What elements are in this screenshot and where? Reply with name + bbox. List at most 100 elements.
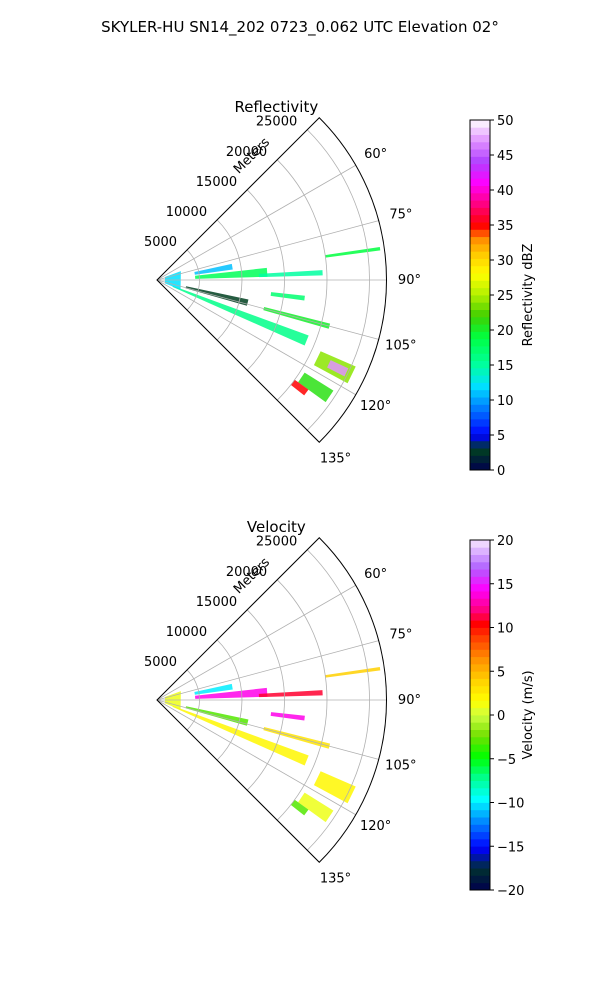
colorbar-swatch <box>470 642 490 650</box>
azimuth-line <box>156 699 379 760</box>
colorbar-swatch <box>470 258 490 267</box>
colorbar-swatch <box>470 860 490 869</box>
colorbar-swatch <box>470 375 490 383</box>
colorbar-swatch <box>470 389 490 398</box>
colorbar-swatch <box>470 882 490 891</box>
colorbar-swatch <box>470 773 490 782</box>
colorbar-tick-label: −15 <box>497 840 524 855</box>
colorbar-swatch <box>470 462 490 471</box>
colorbar-tick-label: 40 <box>497 184 514 199</box>
colorbar-swatch <box>470 214 490 223</box>
azimuth-line <box>156 584 356 701</box>
azimuth-line <box>156 640 379 701</box>
colorbar-swatch <box>470 440 490 449</box>
colorbar-swatch <box>470 295 490 303</box>
echo-cell <box>194 683 233 695</box>
echo-cell <box>172 285 309 346</box>
radial-tick-label: 10000 <box>166 205 207 220</box>
colorbar-swatch <box>470 685 490 694</box>
colorbar-tick-label: 50 <box>497 114 514 129</box>
colorbar-swatch <box>470 418 490 427</box>
radar-panel-reflectivity: Reflectivity500010000150002000025000Mete… <box>144 98 536 479</box>
colorbar-swatch <box>470 185 490 194</box>
azimuth-tick-label: 60° <box>364 567 387 582</box>
azimuth-tick-label: 135° <box>320 872 351 887</box>
colorbar-tick-label: 5 <box>497 665 505 680</box>
sector-frame <box>156 117 387 443</box>
echo-cell <box>298 372 334 403</box>
colorbar-swatch <box>470 824 490 833</box>
colorbar-swatch <box>470 141 490 150</box>
echo-cell <box>195 687 268 699</box>
colorbar-swatch <box>470 397 490 405</box>
colorbar-swatch <box>470 178 490 187</box>
colorbar-swatch <box>470 251 490 259</box>
colorbar-swatch <box>470 554 490 563</box>
colorbar-tick-label: −20 <box>497 884 524 899</box>
colorbar-swatch <box>470 222 490 230</box>
colorbar-swatch <box>470 280 490 289</box>
echo-cell <box>290 379 309 396</box>
colorbar-swatch <box>470 134 490 143</box>
colorbar-tick-label: 25 <box>497 289 514 304</box>
radial-tick-label: 25000 <box>256 535 297 550</box>
azimuth-line <box>156 699 356 816</box>
azimuth-tick-label: 135° <box>320 452 351 467</box>
azimuth-tick-label: 105° <box>385 338 416 353</box>
colorbar-swatch <box>470 634 490 643</box>
colorbar-tick-label: 5 <box>497 429 505 444</box>
colorbar-swatch <box>470 324 490 332</box>
colorbar-swatch <box>470 846 490 854</box>
colorbar-swatch <box>470 404 490 413</box>
colorbar-swatch <box>470 744 490 752</box>
colorbar: 0 5 10 15 20 25 30 35 40 45 50 Reflectivity dBZ <box>469 114 536 479</box>
colorbar-swatch <box>470 809 490 818</box>
colorbar-swatch <box>470 605 490 614</box>
colorbar-swatch <box>470 127 490 135</box>
colorbar-swatch <box>470 316 490 325</box>
colorbar-swatch <box>470 287 490 296</box>
colorbar-swatch <box>470 540 490 548</box>
colorbar-swatch <box>470 729 490 738</box>
colorbar-swatch <box>470 120 490 128</box>
azimuth-line <box>156 279 379 340</box>
colorbar-swatch <box>470 766 490 774</box>
colorbar-tick-label: −10 <box>497 797 524 812</box>
azimuth-tick-label: 120° <box>360 399 391 414</box>
panel-title: Reflectivity <box>234 98 318 116</box>
colorbar-swatch <box>470 612 490 621</box>
colorbar-swatch <box>470 243 490 252</box>
colorbar-swatch <box>470 309 490 318</box>
colorbar-swatch <box>470 649 490 658</box>
colorbar-swatch <box>470 598 490 607</box>
colorbar-swatch <box>470 583 490 592</box>
colorbar-tick-label: 20 <box>497 534 514 549</box>
colorbar-swatch <box>470 367 490 376</box>
radial-tick-label: 10000 <box>166 625 207 640</box>
colorbar-swatch <box>470 838 490 847</box>
colorbar-swatch <box>470 433 490 442</box>
echo-cell <box>327 360 349 377</box>
azimuth-line <box>156 279 356 396</box>
colorbar-swatch <box>470 868 490 876</box>
colorbar-swatch <box>470 700 490 709</box>
echo-cell <box>194 263 233 275</box>
colorbar-swatch <box>470 678 490 687</box>
echo-cell <box>290 799 309 816</box>
colorbar-swatch <box>470 346 490 354</box>
colorbar-swatch <box>470 671 490 679</box>
colorbar-swatch <box>470 620 490 628</box>
colorbar-swatch <box>470 426 490 434</box>
echo-cell <box>195 267 268 279</box>
echo-field <box>164 666 381 823</box>
colorbar-swatch <box>470 455 490 464</box>
radial-tick-label: 5000 <box>144 655 177 670</box>
radial-tick-label: 20000 <box>226 565 267 580</box>
azimuth-tick-label: 75° <box>389 208 412 223</box>
colorbar-swatch <box>470 707 490 716</box>
colorbar-swatch <box>470 200 490 208</box>
colorbar-swatch <box>470 751 490 760</box>
radar-panels: Reflectivity500010000150002000025000Mete… <box>144 98 536 899</box>
